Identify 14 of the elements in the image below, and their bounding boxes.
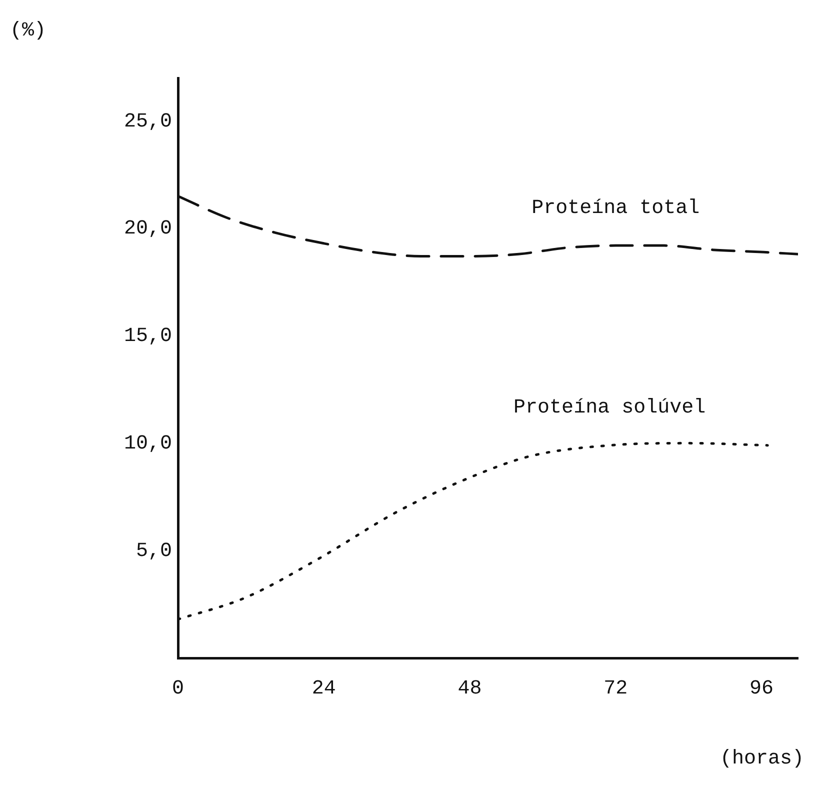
x-tick-label: 48 bbox=[458, 677, 482, 700]
y-tick-label: 5,0 bbox=[136, 540, 172, 563]
y-tick-label: 15,0 bbox=[124, 325, 172, 348]
y-tick-label: 10,0 bbox=[124, 432, 172, 456]
x-axis-title: (horas) bbox=[720, 747, 804, 770]
x-tick-label: 96 bbox=[750, 677, 774, 700]
y-tick-label: 20,0 bbox=[124, 218, 172, 241]
series-label: Proteína total bbox=[532, 196, 700, 220]
series-label: Proteína solúvel bbox=[514, 396, 706, 420]
y-axis-title: (%) bbox=[10, 19, 46, 42]
x-tick-label: 24 bbox=[312, 677, 336, 700]
y-tick-label: 25,0 bbox=[124, 110, 172, 134]
x-tick-label: 72 bbox=[604, 677, 628, 700]
x-tick-label: 0 bbox=[172, 677, 184, 700]
